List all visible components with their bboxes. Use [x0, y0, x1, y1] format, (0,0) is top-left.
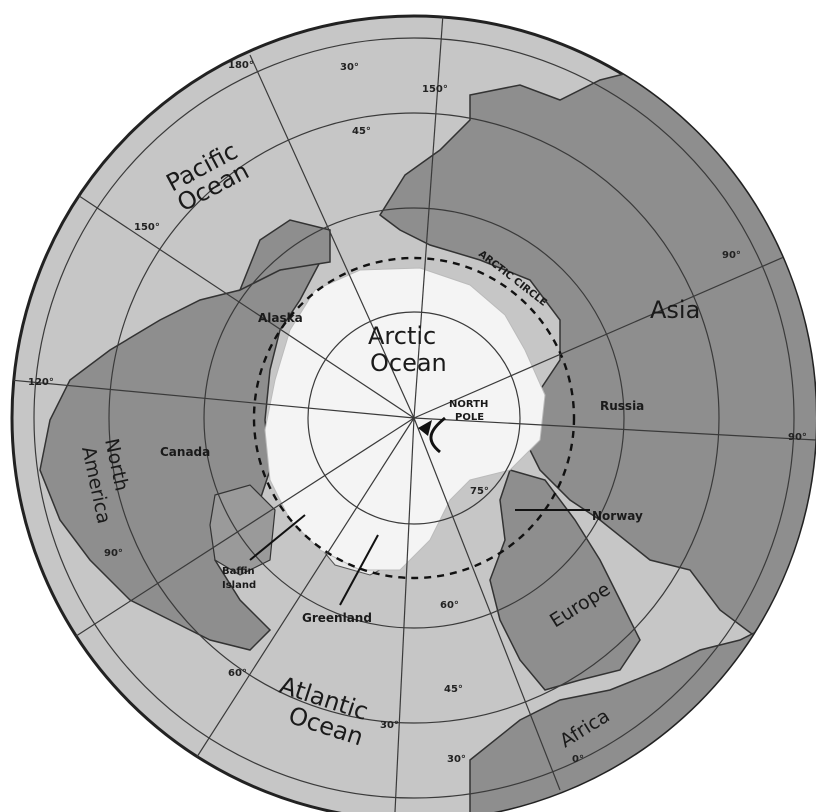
deg-30-bottom: 30°	[447, 754, 466, 765]
label-north-pole-2: POLE	[455, 412, 484, 423]
deg-150-top: 150°	[422, 84, 448, 95]
deg-45-bottom: 45°	[444, 684, 463, 695]
deg-150-left: 150°	[134, 222, 160, 233]
label-arctic-ocean-2: Ocean	[370, 349, 447, 377]
landmass-north-america	[39, 260, 322, 651]
deg-60-longitude: 60°	[228, 668, 247, 679]
latitude-lines	[33, 37, 795, 799]
arctic-circle-line	[252, 256, 576, 580]
label-north-pole-1: NORTH	[449, 399, 488, 410]
north-pole-arrowhead	[418, 420, 432, 436]
label-canada: Canada	[160, 445, 210, 459]
deg-120: 120°	[28, 377, 54, 388]
deg-90-top-right: 90°	[722, 250, 741, 261]
label-russia: Russia	[600, 399, 644, 413]
deg-0: 0°	[572, 754, 584, 765]
deg-30-top: 30°	[340, 62, 359, 73]
pointer-lines	[249, 509, 590, 606]
deg-90-left: 90°	[104, 548, 123, 559]
longitude-lines	[12, 16, 816, 812]
deg-75: 75°	[470, 486, 489, 497]
deg-45-top: 45°	[352, 126, 371, 137]
deg-30-longitude: 30°	[380, 720, 399, 731]
label-norway: Norway	[592, 509, 643, 523]
label-arctic-ocean-1: Arctic	[368, 322, 436, 350]
label-baffin-island-1: Baffin	[222, 566, 255, 577]
deg-60-bottom: 60°	[440, 600, 459, 611]
deg-90-right: 90°	[788, 432, 807, 443]
label-asia: Asia	[650, 296, 700, 324]
label-baffin-island-2: Island	[222, 580, 256, 591]
label-greenland: Greenland	[302, 611, 372, 625]
label-alaska: Alaska	[258, 311, 303, 325]
deg-180: 180°	[228, 60, 254, 71]
north-pole-arrow	[429, 416, 446, 454]
arctic-ice-cap	[264, 267, 546, 571]
